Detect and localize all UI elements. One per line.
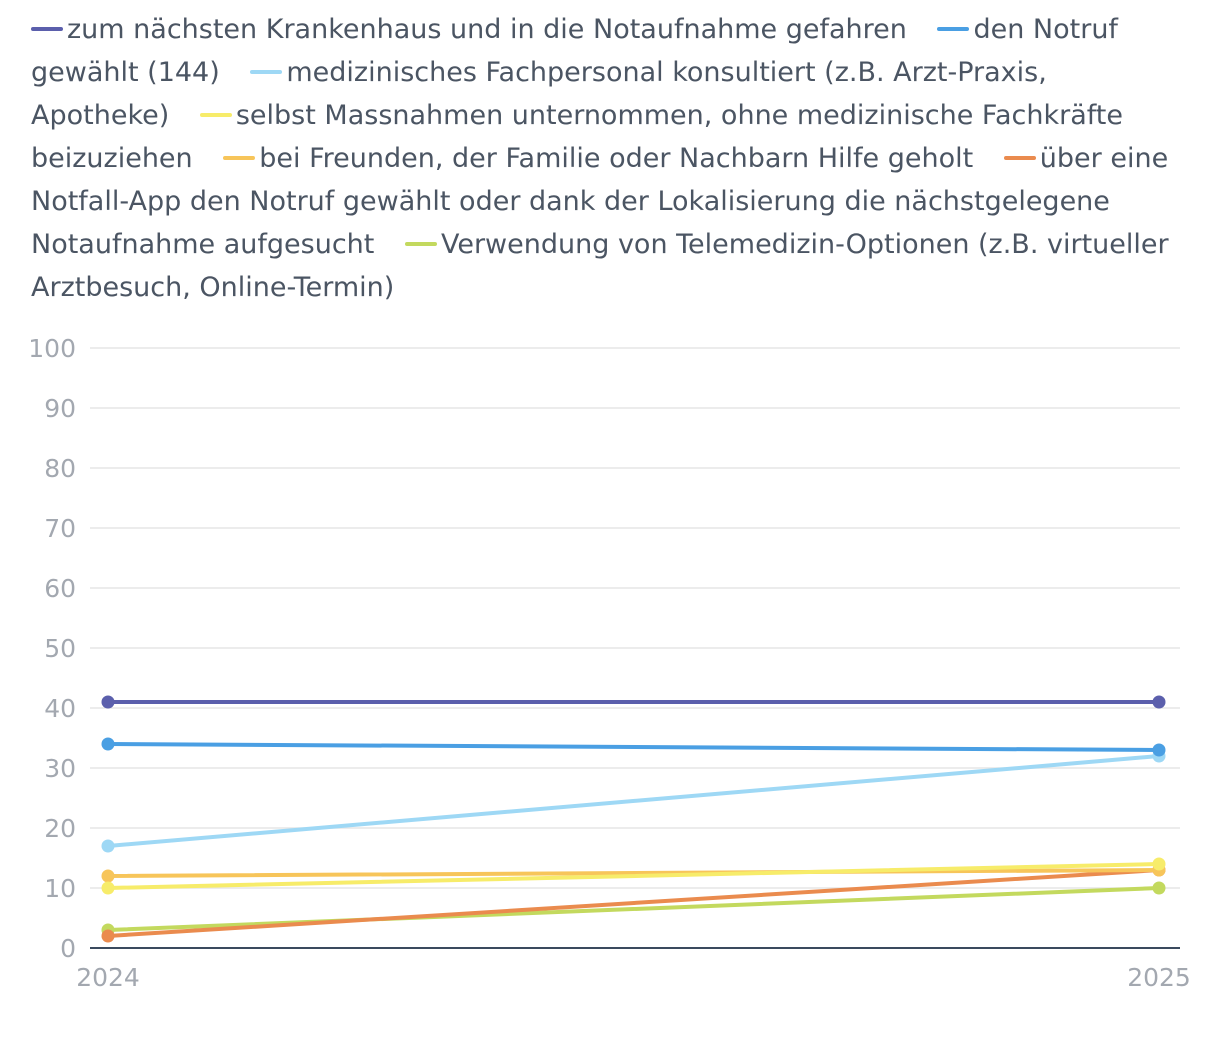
- x-tick-label: 2025: [1127, 963, 1191, 992]
- y-tick-label: 10: [44, 874, 76, 903]
- series-line[interactable]: [106, 754, 1161, 848]
- chart-legend: zum nächsten Krankenhaus und in die Nota…: [31, 8, 1191, 309]
- legend-item[interactable]: über eine Notfall-App den Notruf gewählt…: [31, 143, 1168, 260]
- legend-label: über eine Notfall-App den Notruf gewählt…: [31, 143, 1169, 260]
- series-line[interactable]: [106, 742, 1161, 752]
- data-point[interactable]: [101, 929, 115, 943]
- x-tick-label: 2024: [76, 963, 140, 992]
- data-point[interactable]: [101, 737, 115, 751]
- legend-label: den Notruf gewählt (144): [31, 14, 1118, 88]
- legend-label: zum nächsten Krankenhaus und in die Nota…: [67, 14, 907, 45]
- legend-swatch: [937, 26, 970, 31]
- legend-swatch: [404, 241, 437, 246]
- data-point[interactable]: [101, 881, 115, 895]
- y-tick-label: 80: [44, 454, 76, 483]
- y-tick-label: 30: [44, 754, 76, 783]
- series-line[interactable]: [106, 886, 1161, 932]
- legend-item[interactable]: bei Freunden, der Familie oder Nachbarn …: [223, 143, 995, 174]
- legend-item[interactable]: zum nächsten Krankenhaus und in die Nota…: [31, 14, 929, 45]
- data-point[interactable]: [1152, 695, 1166, 709]
- legend-label: bei Freunden, der Familie oder Nachbarn …: [259, 143, 974, 174]
- legend-label: medizinisches Fachpersonal konsultiert (…: [31, 57, 1047, 131]
- legend-swatch: [223, 155, 256, 160]
- y-tick-label: 100: [28, 334, 76, 363]
- series-line[interactable]: [106, 868, 1161, 878]
- data-point[interactable]: [1152, 857, 1166, 871]
- y-tick-label: 70: [44, 514, 76, 543]
- series-line-group: [101, 737, 1166, 757]
- y-tick-label: 40: [44, 694, 76, 723]
- data-point[interactable]: [101, 695, 115, 709]
- series-line[interactable]: [106, 862, 1161, 890]
- legend-item[interactable]: selbst Massnahmen unternommen, ohne medi…: [31, 100, 1123, 174]
- legend-item[interactable]: den Notruf gewählt (144): [31, 14, 1118, 88]
- legend-label: selbst Massnahmen unternommen, ohne medi…: [31, 100, 1123, 174]
- series-line-group: [101, 695, 1166, 709]
- legend-swatch: [250, 69, 283, 74]
- legend-item[interactable]: medizinisches Fachpersonal konsultiert (…: [31, 57, 1047, 131]
- legend-label: Verwendung von Telemedizin-Optionen (z.B…: [31, 229, 1169, 303]
- y-tick-label: 50: [44, 634, 76, 663]
- y-tick-label: 20: [44, 814, 76, 843]
- y-tick-label: 0: [60, 934, 76, 963]
- y-axis-ticks: 0 10 20 30 40 50 60 70 80 90 100: [28, 334, 76, 963]
- data-point[interactable]: [101, 869, 115, 883]
- data-point[interactable]: [1152, 743, 1166, 757]
- legend-swatch: [1003, 155, 1036, 160]
- series-line-group: [101, 857, 1166, 895]
- x-axis-ticks: 2024 2025: [76, 963, 1191, 992]
- series-line[interactable]: [106, 868, 1161, 938]
- grid-lines: [90, 347, 1180, 889]
- data-point[interactable]: [1152, 881, 1166, 895]
- series-line-group: [101, 749, 1166, 853]
- series-group: [101, 695, 1166, 943]
- legend-swatch: [31, 26, 63, 31]
- legend-swatch: [199, 112, 232, 117]
- data-point[interactable]: [101, 839, 115, 853]
- y-tick-label: 60: [44, 574, 76, 603]
- legend-item[interactable]: Verwendung von Telemedizin-Optionen (z.B…: [31, 229, 1169, 303]
- y-tick-label: 90: [44, 394, 76, 423]
